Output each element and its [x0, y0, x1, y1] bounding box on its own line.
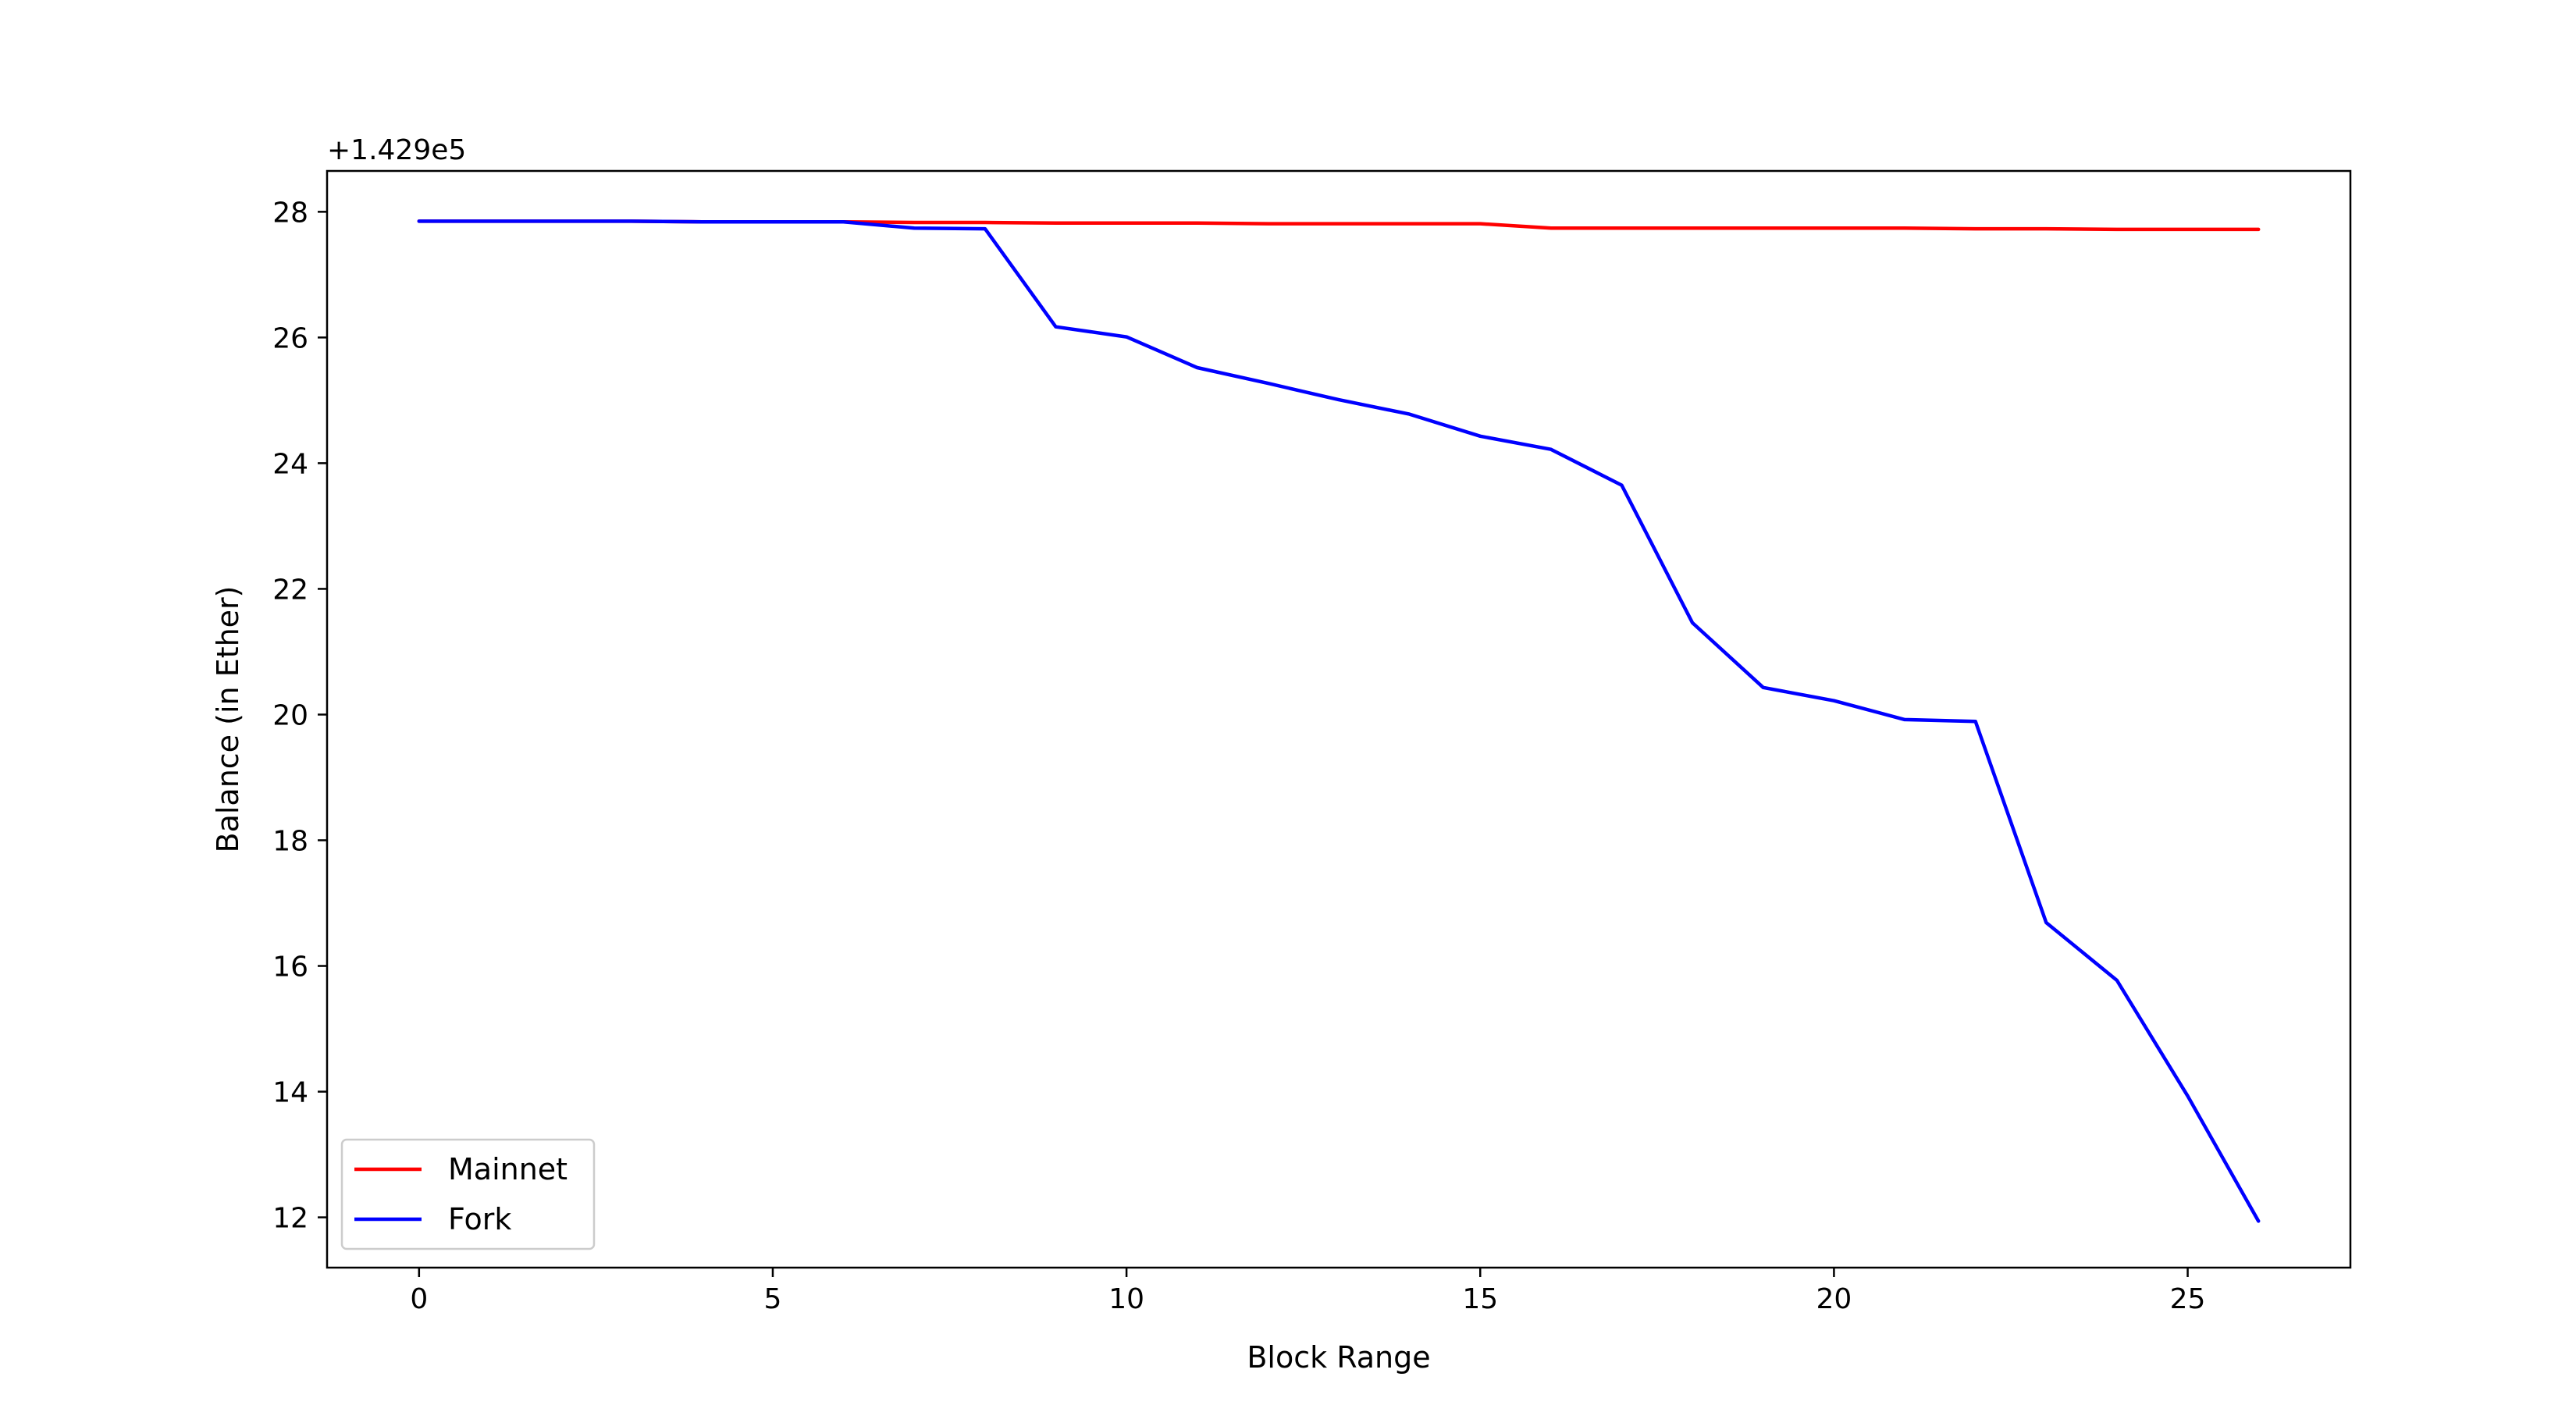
plot-frame	[326, 169, 2352, 1269]
legend-box	[340, 1138, 596, 1250]
y-tick-label: 28	[272, 197, 308, 229]
series-layer	[417, 219, 2261, 1223]
y-tick-label: 24	[272, 448, 308, 480]
legend-label-mainnet: Mainnet	[448, 1152, 568, 1186]
x-tick-label: 20	[1816, 1283, 1852, 1315]
series-line-fork	[417, 219, 2261, 1223]
legend: Mainnet Fork	[340, 1138, 596, 1250]
y-tick-label: 26	[272, 322, 308, 354]
y-tick-label: 12	[272, 1203, 308, 1235]
legend-label-fork: Fork	[448, 1202, 511, 1236]
x-axis-label: Block Range	[1247, 1340, 1430, 1375]
x-tick-label: 5	[764, 1283, 782, 1315]
y-tick-label: 14	[272, 1077, 308, 1109]
y-tick-label: 16	[272, 951, 308, 984]
x-tick-label: 0	[410, 1283, 428, 1315]
x-axis: 0 5 10 15 20 25	[410, 1268, 2205, 1315]
y-axis-label: Balance (in Ether)	[211, 586, 245, 853]
y-tick-label: 22	[272, 574, 308, 606]
x-tick-label: 25	[2170, 1283, 2206, 1315]
x-tick-label: 15	[1462, 1283, 1498, 1315]
y-offset-label: +1.429e5	[327, 134, 466, 166]
y-tick-label: 20	[272, 699, 308, 731]
y-axis: 12 14 16 18 20 22 24 26 28	[272, 197, 327, 1235]
y-tick-label: 18	[272, 825, 308, 857]
x-tick-label: 10	[1108, 1283, 1144, 1315]
